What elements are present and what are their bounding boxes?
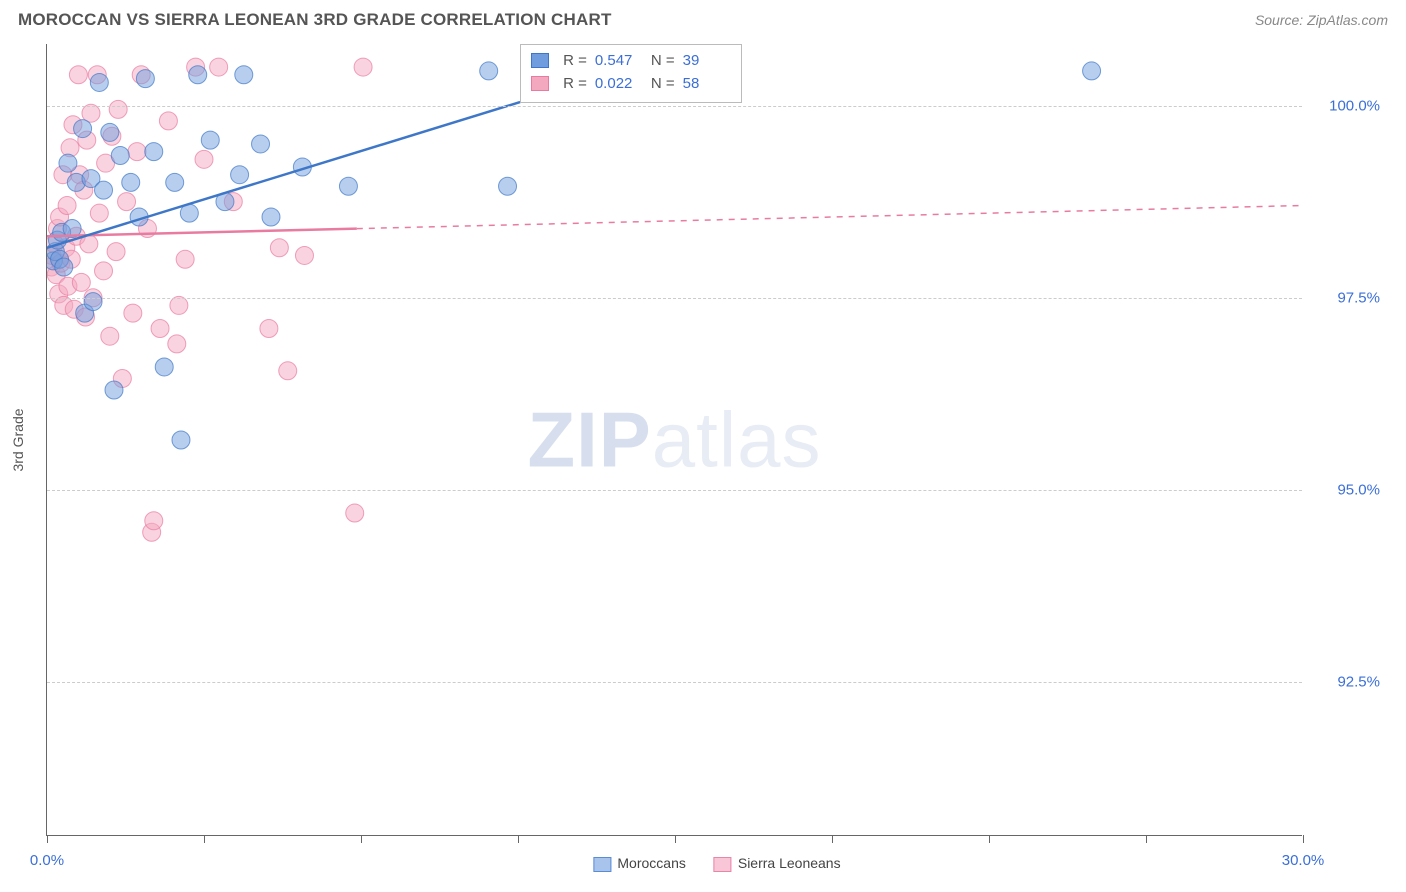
ytick-label: 97.5% — [1310, 289, 1380, 306]
scatter-point — [155, 358, 173, 376]
scatter-point — [90, 204, 108, 222]
gridline-h — [47, 490, 1302, 491]
scatter-point — [74, 120, 92, 138]
xtick — [47, 835, 48, 843]
scatter-point — [69, 66, 87, 84]
scatter-point — [166, 173, 184, 191]
scatter-point — [109, 100, 127, 118]
ytick-label: 100.0% — [1310, 97, 1380, 114]
legend-swatch — [593, 857, 611, 872]
legend-swatch — [531, 53, 549, 68]
scatter-point — [176, 250, 194, 268]
plot-area: ZIPatlas R =0.547N =39R =0.022N =58 92.5… — [46, 44, 1302, 836]
trend-line-dashed — [357, 205, 1303, 228]
scatter-point — [128, 143, 146, 161]
scatter-point — [1083, 62, 1101, 80]
scatter-point — [480, 62, 498, 80]
scatter-point — [168, 335, 186, 353]
scatter-point — [124, 304, 142, 322]
scatter-point — [90, 73, 108, 91]
legend-r-key: R = — [563, 72, 587, 95]
legend-r-key: R = — [563, 49, 587, 72]
scatter-point — [58, 196, 76, 214]
gridline-h — [47, 298, 1302, 299]
scatter-point — [262, 208, 280, 226]
scatter-point — [95, 262, 113, 280]
scatter-point — [195, 150, 213, 168]
xtick — [832, 835, 833, 843]
scatter-point — [499, 177, 517, 195]
scatter-point — [279, 362, 297, 380]
xtick — [675, 835, 676, 843]
legend-r-val: 0.547 — [595, 49, 643, 72]
legend-item: Moroccans — [593, 855, 685, 872]
scatter-point — [170, 296, 188, 314]
legend-n-key: N = — [651, 72, 675, 95]
scatter-point — [118, 193, 136, 211]
scatter-point — [84, 293, 102, 311]
scatter-point — [55, 258, 73, 276]
legend-r-val: 0.022 — [595, 72, 643, 95]
scatter-point — [101, 327, 119, 345]
scatter-point — [107, 243, 125, 261]
chart-title: MOROCCAN VS SIERRA LEONEAN 3RD GRADE COR… — [18, 10, 612, 30]
scatter-point — [339, 177, 357, 195]
gridline-h — [47, 106, 1302, 107]
scatter-point — [101, 123, 119, 141]
scatter-point — [95, 181, 113, 199]
scatter-point — [354, 58, 372, 76]
scatter-point — [159, 112, 177, 130]
scatter-point — [105, 381, 123, 399]
scatter-point — [151, 320, 169, 338]
xtick — [361, 835, 362, 843]
scatter-point — [172, 431, 190, 449]
ytick-label: 95.0% — [1310, 481, 1380, 498]
legend-row: R = 0.547 N = 39 — [531, 49, 731, 72]
scatter-point — [231, 166, 249, 184]
series-legend: Moroccans Sierra Leoneans — [593, 855, 840, 872]
scatter-point — [122, 173, 140, 191]
xtick — [1146, 835, 1147, 843]
scatter-point — [210, 58, 228, 76]
scatter-point — [346, 504, 364, 522]
legend-row: R = 0.022 N = 58 — [531, 72, 731, 95]
plot-wrap: 3rd Grade ZIPatlas R =0.547N =39R =0.022… — [46, 44, 1388, 836]
legend-n-val: 58 — [683, 72, 731, 95]
scatter-point — [59, 154, 77, 172]
legend-label: Sierra Leoneans — [738, 855, 841, 871]
xtick — [518, 835, 519, 843]
source-label: Source: ZipAtlas.com — [1255, 12, 1388, 28]
gridline-h — [47, 682, 1302, 683]
scatter-point — [145, 512, 163, 530]
scatter-point — [295, 246, 313, 264]
scatter-point — [201, 131, 219, 149]
trend-line — [47, 102, 520, 248]
scatter-svg — [47, 44, 1303, 836]
y-axis-label: 3rd Grade — [10, 408, 26, 471]
ytick-label: 92.5% — [1310, 674, 1380, 691]
scatter-point — [72, 273, 90, 291]
scatter-point — [235, 66, 253, 84]
legend-n-key: N = — [651, 49, 675, 72]
legend-item: Sierra Leoneans — [714, 855, 841, 872]
scatter-point — [189, 66, 207, 84]
xtick — [204, 835, 205, 843]
legend-label: Moroccans — [617, 855, 685, 871]
scatter-point — [252, 135, 270, 153]
scatter-point — [111, 146, 129, 164]
xtick-label: 30.0% — [1282, 852, 1325, 869]
xtick — [1303, 835, 1304, 843]
scatter-point — [260, 320, 278, 338]
xtick — [989, 835, 990, 843]
scatter-point — [145, 143, 163, 161]
legend-swatch — [714, 857, 732, 872]
correlation-legend: R = 0.547 N = 39 R = 0.022 N = 58 — [520, 44, 742, 103]
scatter-point — [270, 239, 288, 257]
xtick-label: 0.0% — [30, 852, 64, 869]
legend-n-val: 39 — [683, 49, 731, 72]
scatter-point — [136, 70, 154, 88]
legend-swatch — [531, 76, 549, 91]
